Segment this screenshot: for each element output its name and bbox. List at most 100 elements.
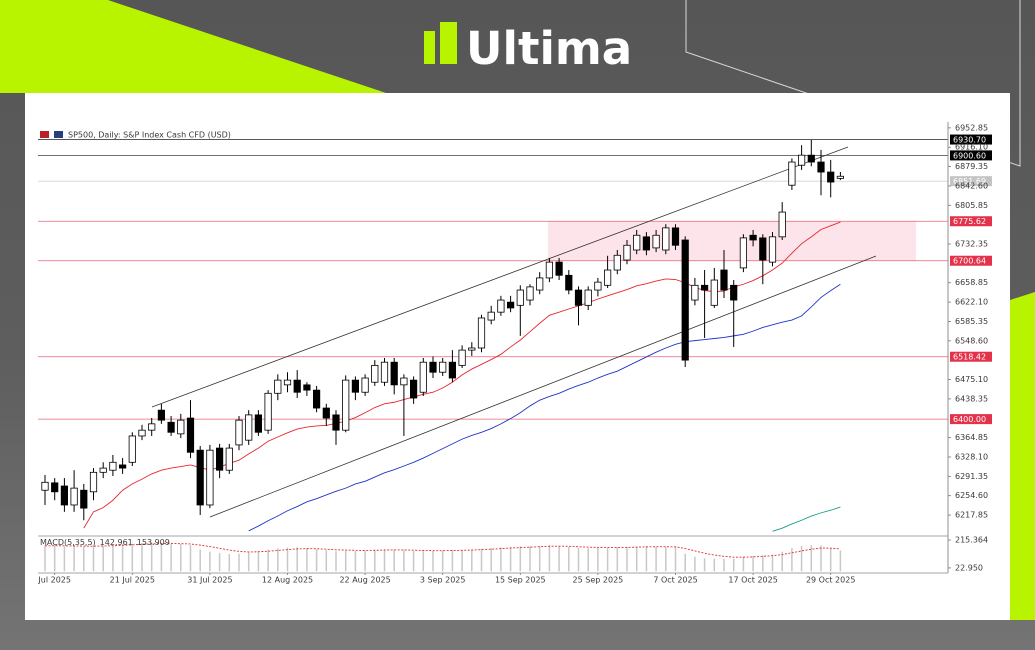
y-tick-label: 6622.10 xyxy=(955,298,988,307)
y-tick-label: 6254.60 xyxy=(955,491,988,500)
candle-layer xyxy=(41,139,845,521)
macd-bar xyxy=(655,546,657,572)
macd-bar xyxy=(451,550,454,572)
candle-body xyxy=(536,277,544,291)
candle-body xyxy=(623,244,631,261)
macd-bar xyxy=(412,550,415,572)
macd-bar xyxy=(616,547,619,572)
macd-bar xyxy=(422,551,425,572)
macd-bar xyxy=(752,556,754,572)
candle-body xyxy=(613,254,621,271)
macd-bar xyxy=(597,548,599,572)
macd-bar xyxy=(694,556,696,572)
macd-bar xyxy=(44,545,46,572)
candle-body xyxy=(701,284,709,291)
candle-body xyxy=(749,234,757,241)
macd-layer xyxy=(44,542,842,572)
candle-body xyxy=(691,284,699,301)
candle-body xyxy=(817,161,825,173)
candle-body xyxy=(400,377,408,386)
macd-bar xyxy=(519,546,522,572)
macd-bar xyxy=(150,542,153,572)
macd-bar xyxy=(403,550,405,572)
y-tick-label: 6291.35 xyxy=(955,472,988,481)
candle-body xyxy=(497,299,505,313)
macd-value: 142.961 xyxy=(100,538,133,547)
candle-body xyxy=(342,379,350,431)
macd-bar xyxy=(810,545,813,572)
candle-body xyxy=(720,269,728,291)
macd-bar xyxy=(393,549,395,572)
candle-body xyxy=(303,384,311,391)
logo-icon xyxy=(424,31,435,64)
candle-body xyxy=(60,485,69,506)
macd-bar xyxy=(199,549,201,572)
macd-bar xyxy=(257,550,260,572)
macd-bar xyxy=(383,549,386,572)
macd-bar xyxy=(73,545,75,572)
candle-body xyxy=(574,289,583,306)
macd-bar xyxy=(577,548,580,572)
level-tag xyxy=(950,134,992,145)
macd-bar xyxy=(354,550,357,572)
moving-average xyxy=(248,283,841,532)
candle-body xyxy=(468,347,476,351)
macd-bar xyxy=(703,558,706,572)
candle-body xyxy=(788,161,796,186)
macd-bar xyxy=(335,551,337,572)
macd-bar xyxy=(286,547,289,572)
candle-body xyxy=(429,361,437,373)
candle-body xyxy=(545,261,554,279)
level-tag xyxy=(950,150,992,161)
macd-bar xyxy=(480,548,483,572)
level-label: 6851.69 xyxy=(953,177,986,186)
macd-bar xyxy=(364,550,366,572)
candle-body xyxy=(41,481,49,491)
zone xyxy=(548,221,916,261)
candle-body xyxy=(196,449,204,506)
candle-body xyxy=(128,435,136,463)
macd-bar xyxy=(83,546,85,572)
macd-bar xyxy=(713,558,716,572)
x-tick-label: 15 Sep 2025 xyxy=(495,576,546,585)
macd-bar xyxy=(606,547,609,572)
macd-bar xyxy=(509,546,512,572)
macd-bar xyxy=(315,549,318,572)
x-tick-label: 22 Aug 2025 xyxy=(339,576,390,585)
macd-bar xyxy=(344,550,347,572)
candle-body xyxy=(730,284,738,301)
candle-body xyxy=(109,461,117,471)
macd-bar xyxy=(829,548,832,572)
signal-value: 153.909 xyxy=(137,538,170,547)
candle-body xyxy=(798,154,806,166)
y-tick-label: 6916.10 xyxy=(955,143,988,152)
macd-bar xyxy=(131,543,134,572)
macd-bar xyxy=(839,550,842,572)
candle-body xyxy=(807,154,815,163)
x-tick-label: 3 Sep 2025 xyxy=(420,576,466,585)
macd-bar xyxy=(771,554,774,572)
macd-bar xyxy=(762,555,764,572)
macd-bar xyxy=(587,548,589,572)
candle-body xyxy=(51,482,59,493)
candle-body xyxy=(332,414,340,431)
x-tick-label: 7 Oct 2025 xyxy=(653,576,697,585)
macd-bar xyxy=(238,553,240,572)
candle-body xyxy=(119,464,127,469)
x-tick-label: 29 Oct 2025 xyxy=(806,576,855,585)
macd-bar xyxy=(441,550,444,572)
candle-body xyxy=(419,361,427,393)
candle-body xyxy=(526,286,534,301)
macd-bar xyxy=(529,546,531,572)
macd-bar xyxy=(53,545,56,572)
accent-shape xyxy=(0,0,386,93)
moving-average xyxy=(772,506,841,532)
legend-icon xyxy=(54,131,63,138)
candle-body xyxy=(235,419,243,446)
macd-bar xyxy=(665,546,667,572)
candle-body xyxy=(390,361,398,386)
candle-body xyxy=(70,487,78,506)
macd-bar xyxy=(209,551,211,572)
